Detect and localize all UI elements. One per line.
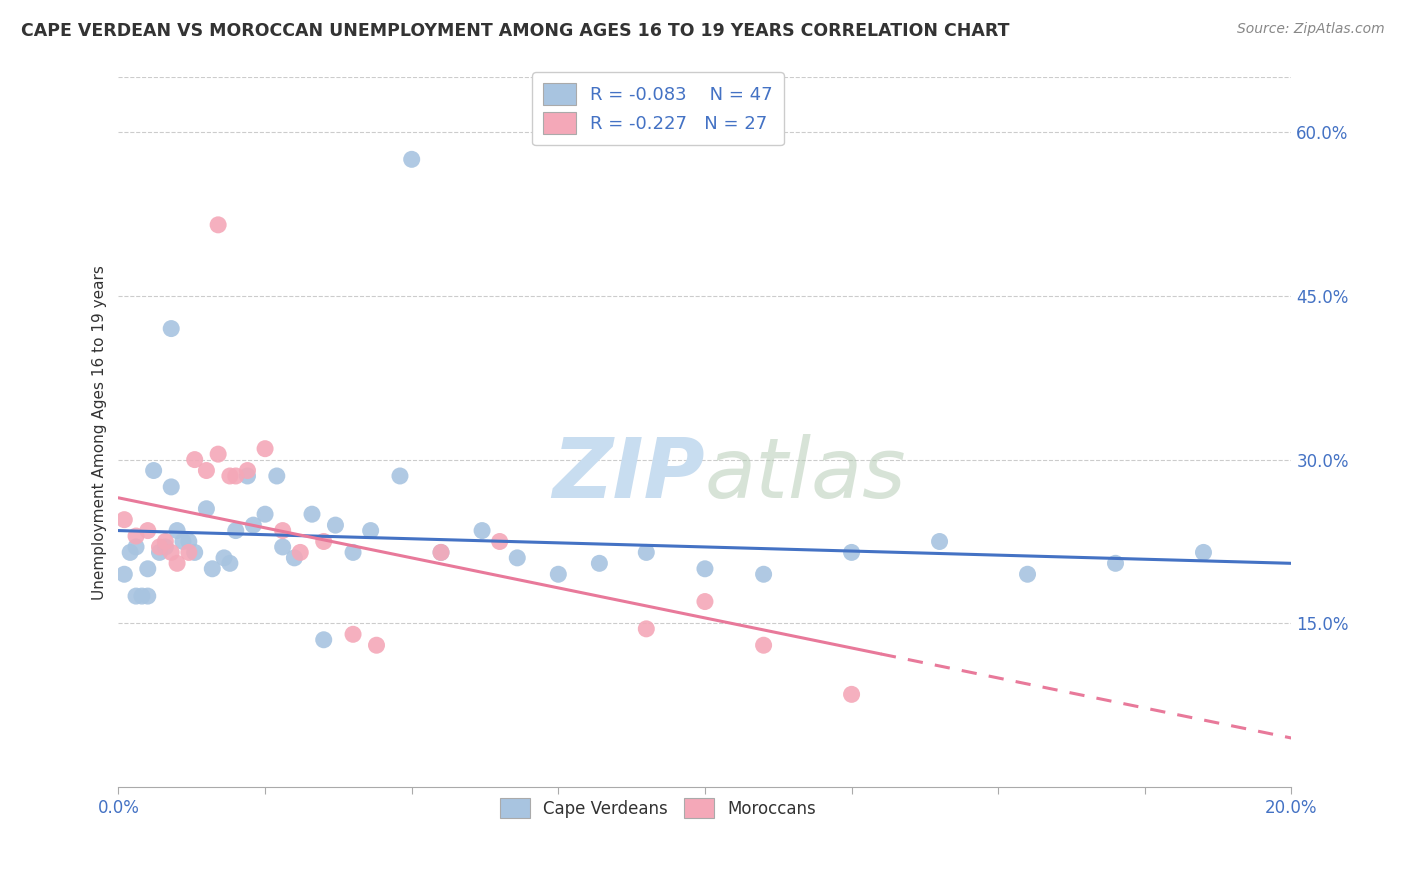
Point <box>125 529 148 543</box>
Point <box>195 501 218 516</box>
Point <box>430 545 453 559</box>
Point <box>112 567 135 582</box>
Point <box>312 534 335 549</box>
Point <box>218 557 240 571</box>
Point <box>271 524 294 538</box>
Text: CAPE VERDEAN VS MOROCCAN UNEMPLOYMENT AMONG AGES 16 TO 19 YEARS CORRELATION CHAR: CAPE VERDEAN VS MOROCCAN UNEMPLOYMENT AM… <box>21 22 1010 40</box>
Point <box>928 534 950 549</box>
Text: ZIP: ZIP <box>553 434 704 516</box>
Point <box>430 545 453 559</box>
Point <box>212 550 235 565</box>
Text: Source: ZipAtlas.com: Source: ZipAtlas.com <box>1237 22 1385 37</box>
Text: atlas: atlas <box>704 434 907 516</box>
Point <box>506 550 529 565</box>
Point <box>166 524 188 538</box>
Point <box>471 524 494 538</box>
Point <box>752 638 775 652</box>
Point <box>160 321 183 335</box>
Point <box>841 687 863 701</box>
Point <box>160 480 183 494</box>
Point <box>1192 545 1215 559</box>
Point <box>401 153 423 167</box>
Point <box>325 518 347 533</box>
Point <box>207 218 229 232</box>
Point <box>1017 567 1039 582</box>
Point <box>136 524 159 538</box>
Y-axis label: Unemployment Among Ages 16 to 19 years: Unemployment Among Ages 16 to 19 years <box>93 265 107 599</box>
Point <box>166 557 188 571</box>
Point <box>254 507 277 521</box>
Legend: Cape Verdeans, Moroccans: Cape Verdeans, Moroccans <box>494 791 823 825</box>
Point <box>547 567 569 582</box>
Point <box>136 562 159 576</box>
Point <box>366 638 388 652</box>
Point <box>636 545 658 559</box>
Point <box>225 524 247 538</box>
Point <box>183 545 205 559</box>
Point <box>693 594 716 608</box>
Point <box>312 632 335 647</box>
Point <box>177 545 200 559</box>
Point <box>342 627 364 641</box>
Point <box>225 469 247 483</box>
Point <box>207 447 229 461</box>
Point <box>155 534 177 549</box>
Point <box>201 562 224 576</box>
Point <box>254 442 277 456</box>
Point <box>290 545 312 559</box>
Point <box>172 534 194 549</box>
Point <box>236 463 259 477</box>
Point <box>283 550 305 565</box>
Point <box>136 589 159 603</box>
Point <box>177 534 200 549</box>
Point <box>183 452 205 467</box>
Point <box>360 524 382 538</box>
Point <box>266 469 288 483</box>
Point <box>693 562 716 576</box>
Point <box>142 463 165 477</box>
Point <box>488 534 510 549</box>
Point <box>301 507 323 521</box>
Point <box>588 557 610 571</box>
Point <box>636 622 658 636</box>
Point <box>242 518 264 533</box>
Point <box>112 513 135 527</box>
Point <box>160 545 183 559</box>
Point <box>342 545 364 559</box>
Point <box>218 469 240 483</box>
Point <box>148 545 170 559</box>
Point <box>125 589 148 603</box>
Point <box>752 567 775 582</box>
Point <box>271 540 294 554</box>
Point <box>841 545 863 559</box>
Point <box>120 545 142 559</box>
Point <box>155 540 177 554</box>
Point <box>388 469 411 483</box>
Point <box>148 540 170 554</box>
Point <box>1104 557 1126 571</box>
Point <box>236 469 259 483</box>
Point <box>131 589 153 603</box>
Point <box>125 540 148 554</box>
Point <box>195 463 218 477</box>
